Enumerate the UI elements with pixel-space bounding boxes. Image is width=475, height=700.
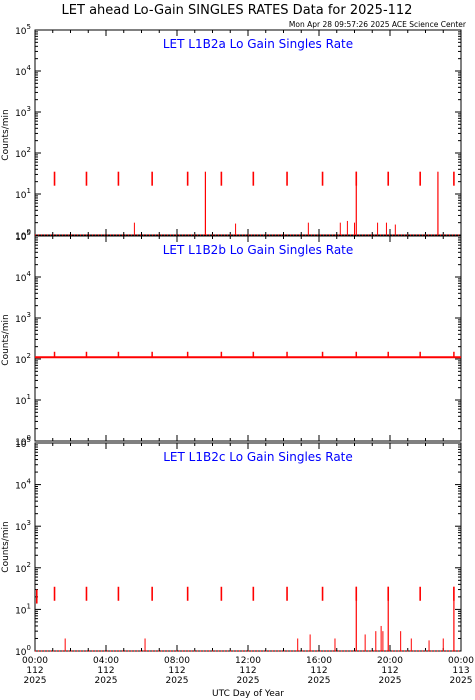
x-tick-doy: 112 [310, 666, 327, 676]
x-tick-doy: 112 [381, 666, 398, 676]
x-tick-time: 04:00 [93, 656, 119, 666]
x-tick-time: 08:00 [164, 656, 190, 666]
y-tick-label: 104 [15, 478, 31, 492]
x-axis-label: UTC Day of Year [212, 689, 284, 699]
y-tick-label: 105 [15, 23, 31, 37]
panel-3: 100 101 102 103 104 105 LET L1B2c Lo Gain Sing… [15, 436, 462, 658]
timestamp: Mon Apr 28 09:57:26 2025 ACE Science Cen… [289, 20, 467, 29]
x-tick-time: 20:00 [377, 656, 403, 666]
y-tick-label: 102 [15, 352, 31, 366]
y-tick-label: 100 [15, 434, 31, 448]
x-tick-year: 2025 [166, 676, 189, 686]
y-tick-label: 102 [15, 561, 31, 575]
x-tick-doy: 112 [97, 666, 114, 676]
y-axis-label-3: Counts/min [1, 521, 11, 572]
x-tick-time: 00:00 [448, 656, 474, 666]
x-tick-doy: 113 [452, 666, 469, 676]
y-tick-label: 101 [15, 393, 31, 407]
x-tick-time: 12:00 [235, 656, 261, 666]
y-tick-label: 105 [15, 229, 31, 243]
y-axis-label-1: Counts/min [1, 109, 11, 160]
panel-title: LET L1B2b Lo Gain Singles Rate [163, 243, 354, 257]
panel-frame [34, 29, 462, 236]
x-tick-year: 2025 [450, 676, 473, 686]
x-tick-year: 2025 [24, 676, 47, 686]
x-tick-doy: 112 [26, 666, 43, 676]
y-tick-label: 101 [15, 187, 31, 201]
x-tick-doy: 112 [239, 666, 256, 676]
chart-title: LET ahead Lo-Gain SINGLES RATES Data for… [62, 3, 413, 18]
panel-2: 100 101 102 103 104 105 LET L1B2b Lo Gain Sing… [15, 229, 462, 448]
y-tick-label: 101 [15, 602, 31, 616]
x-tick-time: 16:00 [306, 656, 332, 666]
panel-title: LET L1B2c Lo Gain Singles Rate [163, 450, 353, 464]
y-tick-label: 104 [15, 64, 31, 78]
x-tick-year: 2025 [237, 676, 260, 686]
y-tick-label: 103 [15, 519, 31, 533]
y-tick-label: 100 [15, 228, 31, 242]
panel-frame [34, 442, 462, 652]
y-tick-label: 105 [15, 436, 31, 450]
y-tick-label: 100 [15, 644, 31, 658]
y-tick-label: 102 [15, 146, 31, 160]
y-tick-label: 103 [15, 311, 31, 325]
x-tick-time: 00:00 [22, 656, 48, 666]
panel-title: LET L1B2a Lo Gain Singles Rate [163, 37, 353, 51]
y-tick-label: 103 [15, 105, 31, 119]
panel-frame [34, 235, 462, 442]
panel-1: 100 101 102 103 104 105 LET L1B2a Lo Gain Sing… [15, 23, 462, 242]
x-tick-year: 2025 [95, 676, 118, 686]
x-tick-year: 2025 [308, 676, 331, 686]
panels: 100 101 102 103 104 105 LET L1B2a Lo Gain Sing… [15, 23, 462, 658]
x-tick-year: 2025 [379, 676, 402, 686]
x-tick-doy: 112 [168, 666, 185, 676]
x-axis: 00:00112202504:00112202508:00112202512:0… [22, 656, 474, 686]
y-axis-label-2: Counts/min [1, 314, 11, 365]
y-tick-label: 104 [15, 270, 31, 284]
